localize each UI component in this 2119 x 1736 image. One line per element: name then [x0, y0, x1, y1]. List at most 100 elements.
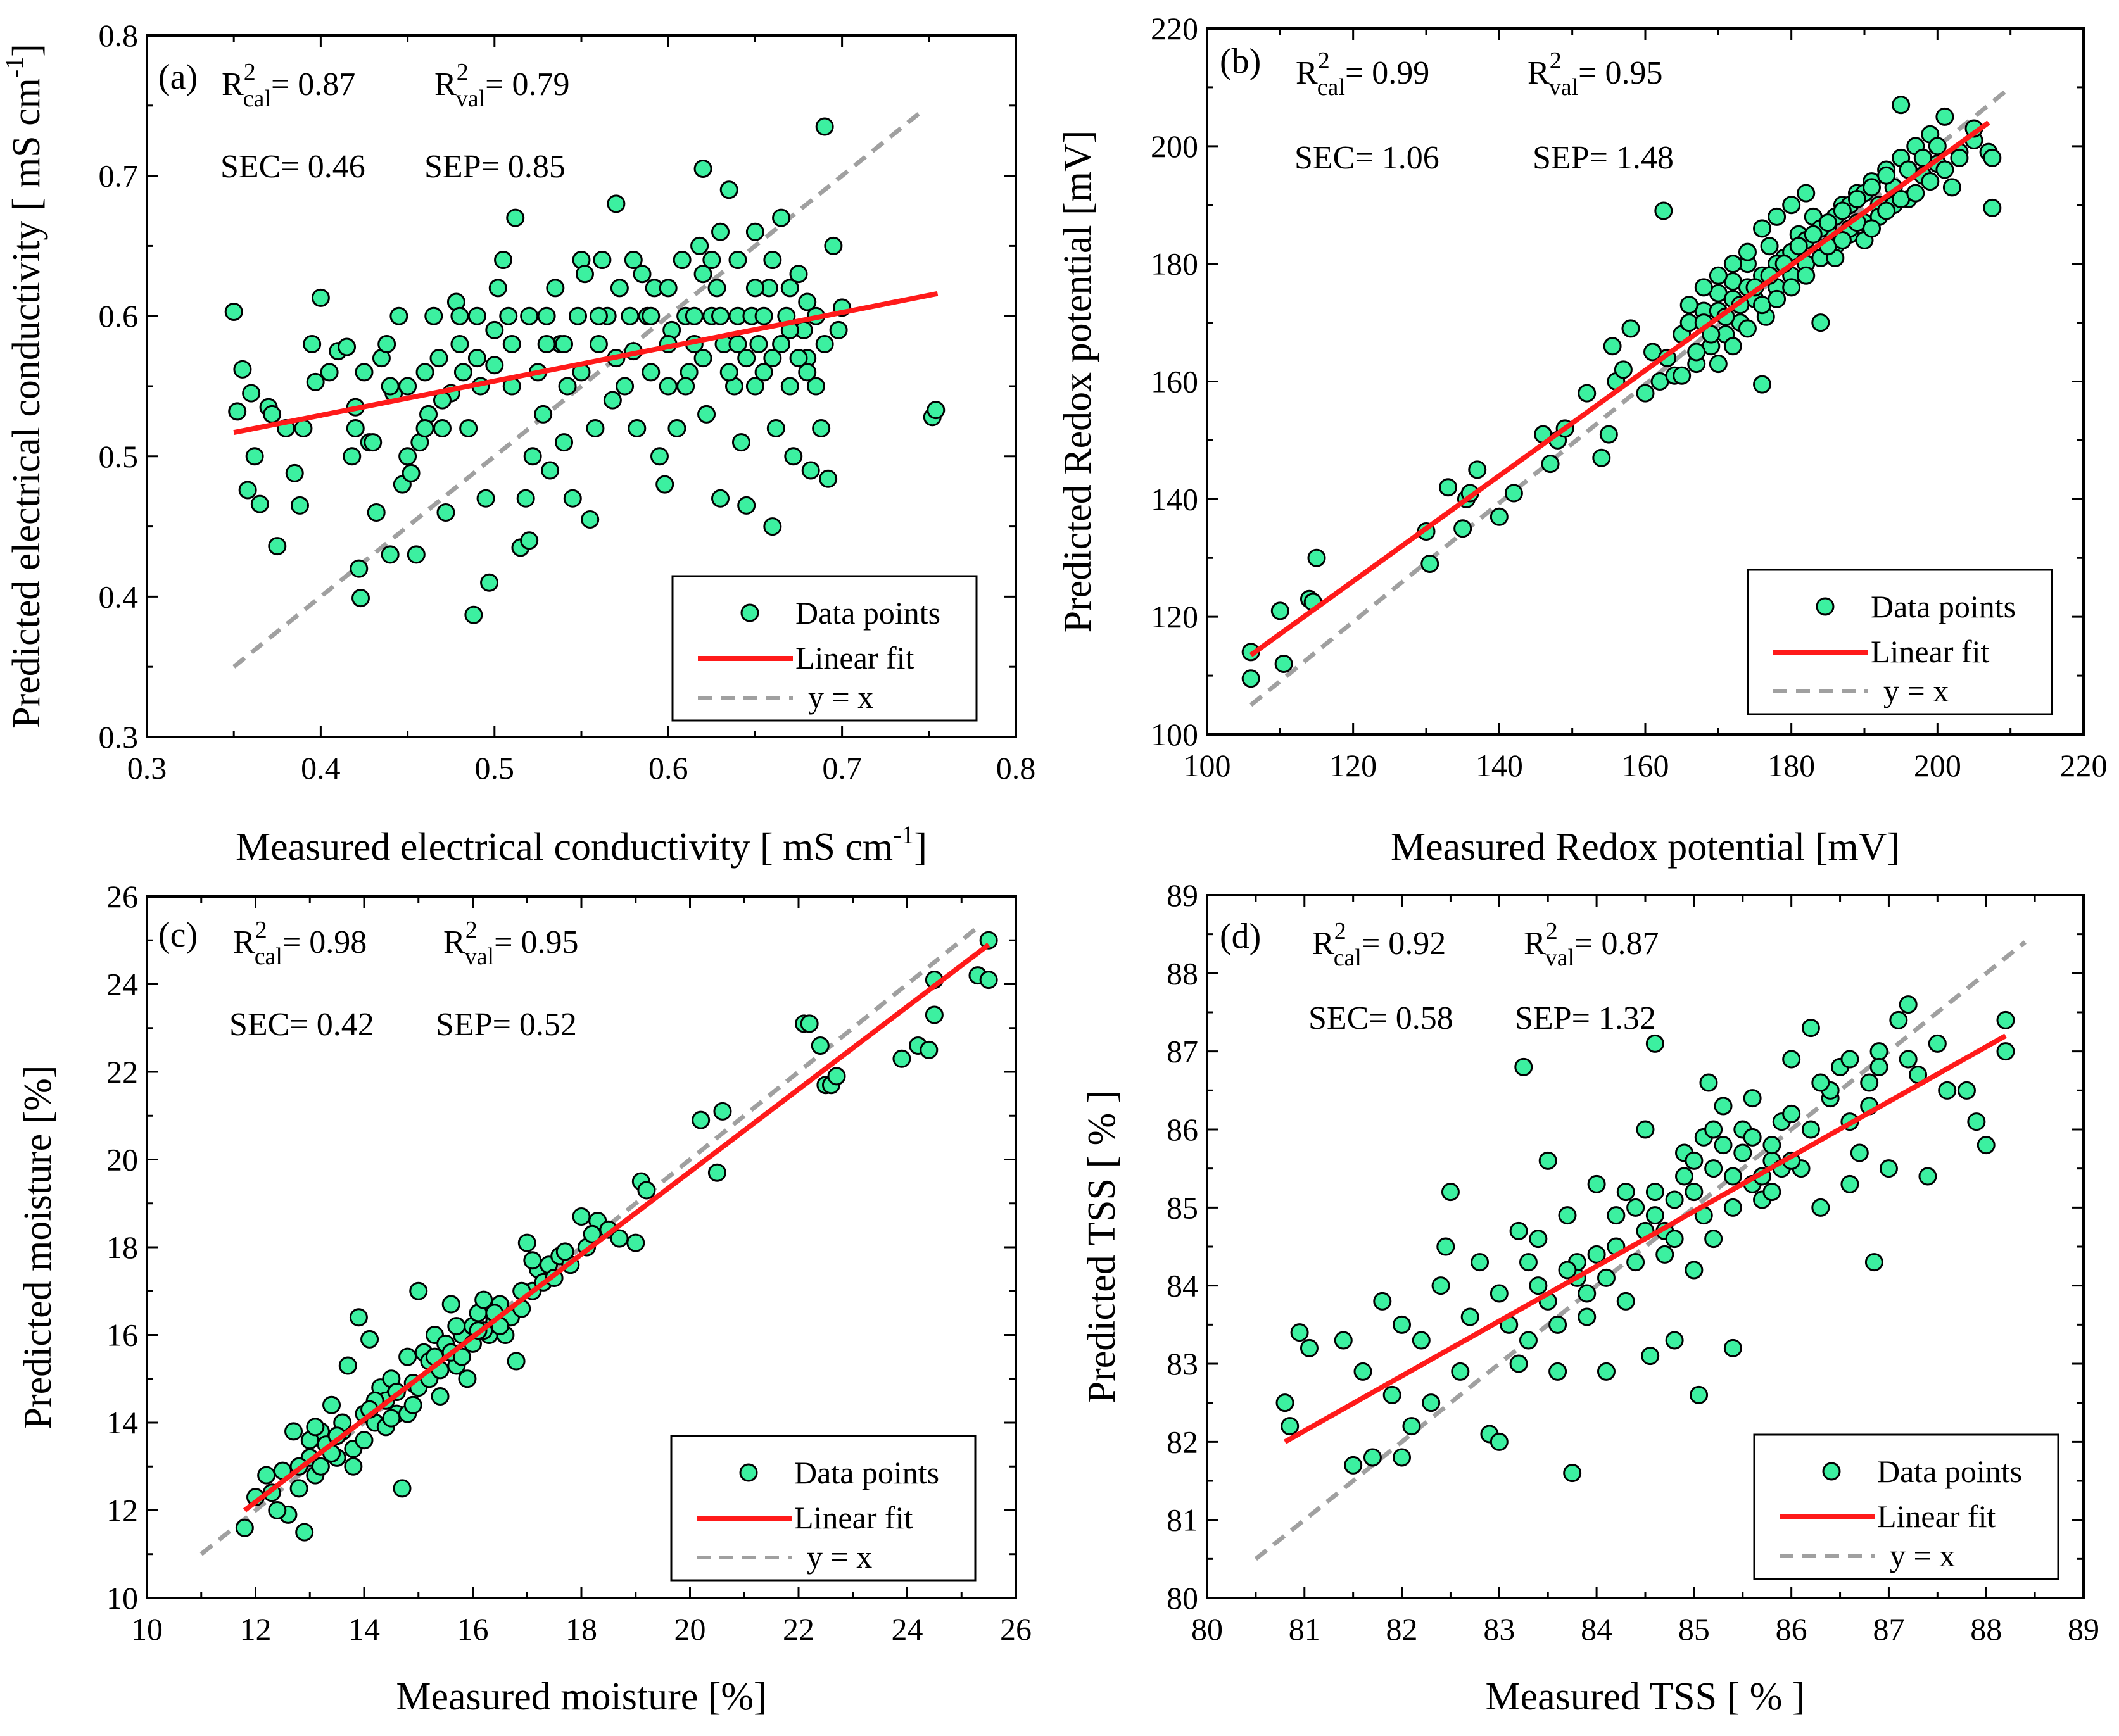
legend-label-fit: Linear fit — [795, 640, 914, 676]
data-point — [1665, 1190, 1684, 1209]
data-point — [306, 1418, 325, 1437]
x-tick-label: 0.6 — [648, 750, 688, 786]
y-tick-label: 0.5 — [99, 439, 139, 474]
data-point — [1733, 1143, 1752, 1162]
data-point — [772, 208, 791, 227]
data-point — [824, 236, 843, 255]
data-point — [711, 306, 730, 325]
data-point — [1753, 375, 1772, 394]
data-point — [1864, 1253, 1883, 1272]
data-point — [621, 306, 640, 325]
y-tick-label: 120 — [1151, 599, 1198, 634]
x-tick-label: 87 — [1873, 1611, 1904, 1647]
data-point — [659, 279, 678, 298]
sep-stat: SEP= 1.48 — [1533, 140, 1674, 176]
data-point — [1704, 1159, 1723, 1178]
data-point — [415, 363, 434, 382]
data-point — [784, 447, 803, 466]
y-tick-label: 0.7 — [99, 158, 139, 194]
data-point — [320, 363, 339, 382]
data-point — [450, 335, 469, 354]
data-point — [1762, 1136, 1781, 1155]
chart-panel-4: 80 81 82 83 84 85 86 87 88 89 80 81 82 83 84 85 86 87 88 89… — [1080, 877, 2099, 1718]
data-point — [572, 1207, 591, 1226]
data-point — [1704, 1120, 1723, 1139]
data-point — [1714, 1136, 1733, 1155]
data-point — [295, 1523, 314, 1542]
data-point — [1906, 184, 1925, 203]
y-tick-label: 10 — [106, 1580, 138, 1616]
y-tick-label: 140 — [1151, 481, 1198, 517]
data-point — [673, 251, 692, 270]
data-point — [360, 1330, 379, 1349]
data-point — [381, 377, 400, 396]
data-point — [349, 1308, 368, 1327]
data-point — [311, 288, 330, 307]
x-tick-label: 0.4 — [301, 750, 341, 786]
data-point — [1490, 1284, 1509, 1303]
x-axis-label: Measured moisture [%] — [396, 1675, 766, 1718]
x-tick-label: 140 — [1476, 748, 1523, 783]
fit-line — [233, 291, 939, 436]
data-point — [476, 489, 495, 508]
data-point — [1833, 201, 1852, 220]
data-point — [1270, 601, 1289, 620]
x-tick-label: 81 — [1289, 1611, 1320, 1647]
data-point — [1702, 325, 1721, 344]
data-point — [1782, 278, 1801, 297]
data-point — [763, 517, 782, 536]
r2-val-stat: R2 val= 0.95 — [1528, 47, 1662, 101]
x-tick-label: 220 — [2060, 748, 2108, 783]
y-tick-label: 0.8 — [99, 18, 139, 53]
data-point — [351, 589, 370, 608]
data-point — [436, 503, 455, 522]
data-point — [1840, 1050, 1859, 1069]
x-tick-label: 83 — [1483, 1611, 1515, 1647]
data-point — [355, 363, 374, 382]
data-point — [1801, 1120, 1820, 1139]
data-point — [367, 503, 386, 522]
data-point — [403, 1395, 422, 1414]
data-point — [1789, 237, 1808, 256]
panel-tag: (b) — [1220, 42, 1261, 81]
data-point — [749, 335, 768, 354]
legend-label-fit: Linear fit — [1877, 1499, 1996, 1534]
data-point — [1578, 1307, 1597, 1326]
data-point — [1614, 360, 1633, 379]
data-point — [1869, 1042, 1888, 1061]
data-point — [1665, 1230, 1684, 1249]
data-point — [1892, 96, 1911, 115]
data-point — [520, 306, 539, 325]
data-point — [1307, 548, 1326, 567]
data-point — [452, 1347, 471, 1366]
data-point — [676, 377, 695, 396]
x-axis-label: Measured Redox potential [mV] — [1391, 826, 1900, 869]
data-point — [1983, 148, 2002, 167]
data-point — [1578, 384, 1597, 403]
y-tick-label: 22 — [106, 1054, 138, 1090]
data-point — [1626, 1198, 1645, 1217]
data-point — [1811, 313, 1830, 332]
data-point — [1541, 455, 1560, 474]
x-tick-label: 16 — [457, 1611, 489, 1647]
data-point — [1441, 1183, 1460, 1202]
data-point — [1490, 1432, 1509, 1451]
data-point — [1983, 198, 2002, 217]
data-point — [1685, 1261, 1704, 1280]
data-point — [499, 306, 518, 325]
data-point — [979, 971, 998, 990]
data-point — [563, 489, 582, 508]
y-tick-label: 12 — [106, 1493, 138, 1528]
legend-label-points: Data points — [1871, 589, 2016, 624]
data-point — [1889, 1010, 1908, 1029]
data-point — [1597, 1268, 1616, 1287]
data-point — [502, 335, 521, 354]
data-point — [381, 545, 400, 564]
data-point — [285, 463, 304, 482]
sep-stat: SEP= 1.32 — [1515, 1000, 1656, 1036]
data-point — [1996, 1042, 2015, 1061]
data-point — [289, 1479, 308, 1498]
data-point — [610, 279, 629, 298]
y-tick-label: 83 — [1167, 1346, 1198, 1381]
data-point — [488, 279, 507, 298]
